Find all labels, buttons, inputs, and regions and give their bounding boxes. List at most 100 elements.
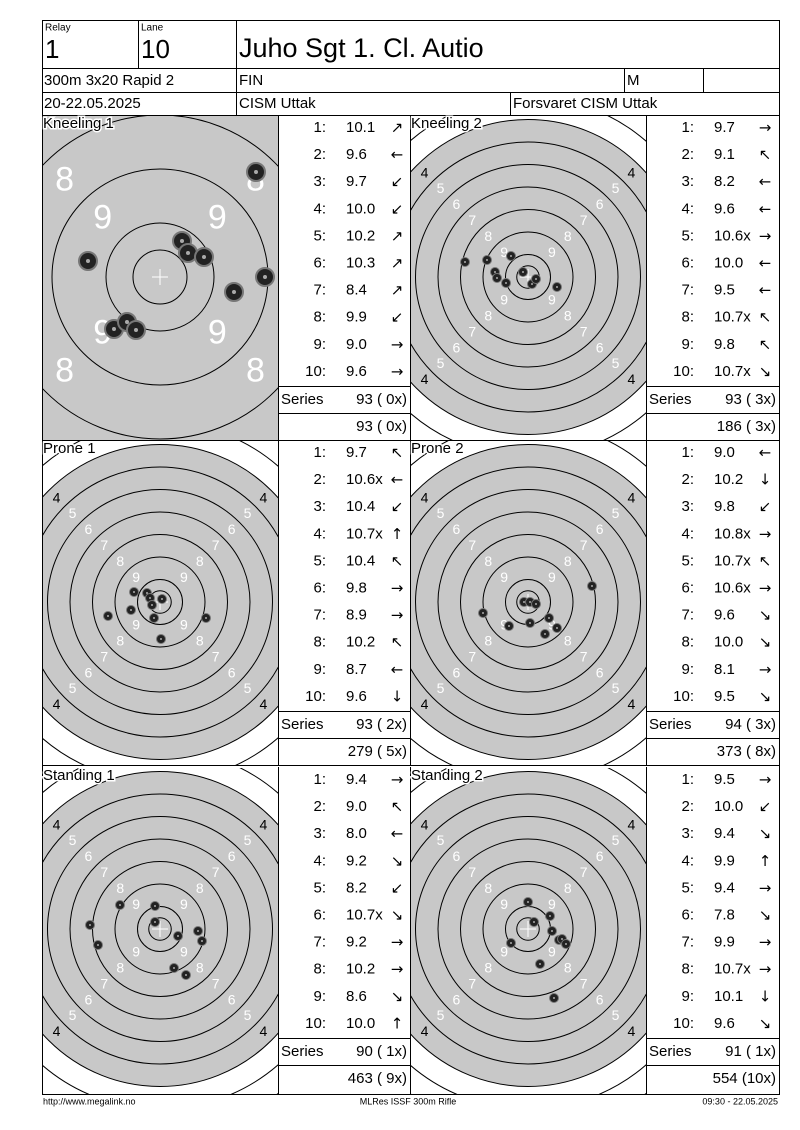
date: 20-22.05.2025 <box>44 95 141 112</box>
shot-score: 9.7 <box>346 173 367 190</box>
ring <box>137 579 183 625</box>
shot-centre <box>548 617 550 619</box>
ring-label: 4 <box>260 696 268 712</box>
shot-number: 1: <box>313 771 326 788</box>
shot-direction: ↘ <box>759 606 772 624</box>
shot-direction: ↙ <box>391 498 404 516</box>
ring-label: 5 <box>244 505 252 521</box>
ring-label: 5 <box>437 680 445 696</box>
ring-label: 6 <box>228 521 236 537</box>
running-total: 93 ( 0x) <box>356 418 407 435</box>
shot-centre <box>556 627 558 629</box>
shot-number: 2: <box>313 146 326 163</box>
ring <box>482 231 574 323</box>
ring-label: 5 <box>437 505 445 521</box>
ring-label: 7 <box>580 212 588 228</box>
shot-direction: ← <box>391 471 404 489</box>
shot-score: 9.6 <box>714 200 735 217</box>
shot-direction: ↘ <box>759 362 772 380</box>
shot-number: 6: <box>313 579 326 596</box>
shot-centre <box>486 259 488 261</box>
shot-direction: ↑ <box>391 1014 404 1032</box>
shot-score: 10.8x <box>714 525 751 542</box>
shot-number: 5: <box>681 879 694 896</box>
shot-centre <box>464 261 466 263</box>
ring <box>411 793 646 1065</box>
series-total: 94 ( 3x) <box>725 716 776 733</box>
shot-direction: ↘ <box>759 687 772 705</box>
shot-centre <box>529 601 531 603</box>
ring-label: 4 <box>260 816 268 832</box>
shot-direction: ↘ <box>759 906 772 924</box>
shot-centre <box>89 924 91 926</box>
shot-direction: ↖ <box>391 633 404 651</box>
ring-label: 8 <box>484 959 492 975</box>
shot-direction: → <box>391 771 404 789</box>
shot-number: 5: <box>681 227 694 244</box>
shot-score: 10.0 <box>714 798 743 815</box>
shot-centre <box>197 930 199 932</box>
ring-label: 7 <box>212 864 220 880</box>
shot-centre <box>263 275 267 279</box>
shot-centre <box>119 904 121 906</box>
ring-label: 8 <box>564 228 572 244</box>
shot-direction: ← <box>759 254 772 272</box>
shot-number: 10: <box>305 363 326 380</box>
shot-centre <box>180 239 184 243</box>
ring-label: 4 <box>421 1023 429 1039</box>
shot-score: 9.8 <box>714 336 735 353</box>
shot-centre <box>133 591 135 593</box>
target: 4 44 45 55 56 66 67 77 78 88 89 99 9 <box>411 441 646 765</box>
panel-title: Kneeling 2 <box>411 115 482 132</box>
shot-direction: ← <box>759 173 772 191</box>
shot-number: 10: <box>673 363 694 380</box>
shot-direction: → <box>759 119 772 137</box>
ring-label: 7 <box>580 864 588 880</box>
shot-number: 8: <box>681 961 694 978</box>
ring-label: 6 <box>596 339 604 355</box>
shot-score: 10.0 <box>714 634 743 651</box>
shot-centre <box>186 251 190 255</box>
ring-label: 7 <box>468 864 476 880</box>
ring-label: 6 <box>85 991 93 1007</box>
ring <box>437 511 619 693</box>
ring-label: 5 <box>612 505 620 521</box>
shot-direction: ↑ <box>391 525 404 543</box>
ring-label: 5 <box>437 180 445 196</box>
ring-label: 9 <box>500 569 508 585</box>
shot-score: 10.7x <box>714 552 751 569</box>
ring-label: 4 <box>53 696 61 712</box>
shot-score: 10.2 <box>714 471 743 488</box>
ring-label: 8 <box>196 632 204 648</box>
shot-centre <box>107 615 109 617</box>
shot-score: 9.5 <box>714 282 735 299</box>
shot-score: 9.7 <box>714 119 735 136</box>
shot-centre <box>591 585 593 587</box>
ring-label: 6 <box>85 848 93 864</box>
shot-number: 9: <box>681 336 694 353</box>
shot-number: 1: <box>313 444 326 461</box>
shot-number: 2: <box>681 146 694 163</box>
shot-number: 3: <box>313 173 326 190</box>
shot-score: 10.1 <box>714 988 743 1005</box>
ring-label: 8 <box>116 959 124 975</box>
ring-label: 4 <box>421 371 429 387</box>
ring <box>482 556 574 648</box>
shot-score: 10.4 <box>346 498 375 515</box>
ring-label: 7 <box>212 975 220 991</box>
ring-label: 8 <box>246 351 265 389</box>
shot-number: 4: <box>313 200 326 217</box>
shot-centre <box>494 271 496 273</box>
ring-label: 9 <box>132 569 140 585</box>
shot-number: 10: <box>305 1015 326 1032</box>
ring-label: 9 <box>548 244 556 260</box>
shot-direction: ↘ <box>759 633 772 651</box>
ring-label: 6 <box>596 664 604 680</box>
shot-number: 8: <box>313 634 326 651</box>
shot-direction: ↖ <box>759 308 772 326</box>
shot-number: 8: <box>313 961 326 978</box>
shot-direction: ↖ <box>759 146 772 164</box>
ring-label: 4 <box>421 816 429 832</box>
series-label: Series <box>649 716 692 733</box>
ring-label: 6 <box>228 664 236 680</box>
